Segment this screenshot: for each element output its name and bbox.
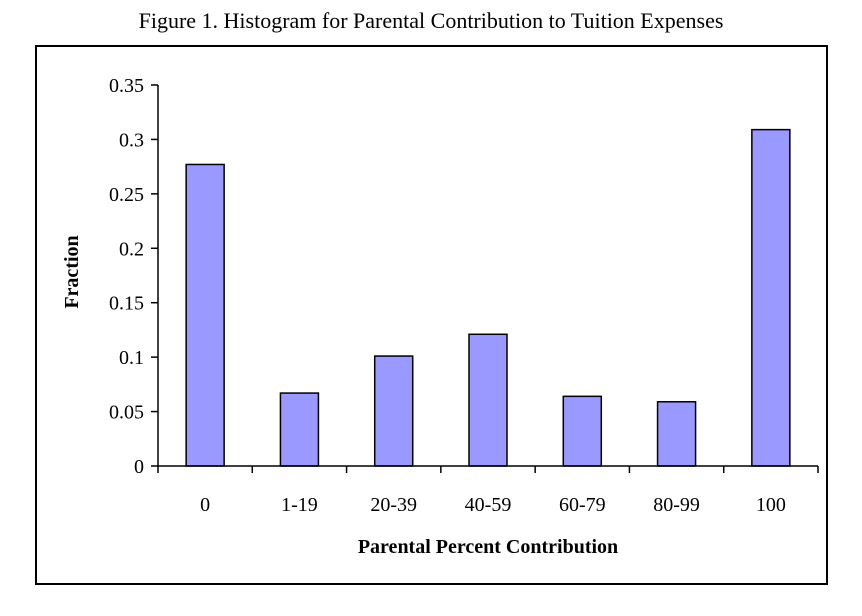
chart-frame (35, 45, 828, 585)
axes-group: 0 0.05 0.1 0.15 0.2 0.25 0.3 0.35 0 1-19 20-39 40-5… (109, 75, 819, 516)
histogram-bar (373, 355, 414, 467)
figure-title: Figure 1. Histogram for Parental Contrib… (138, 8, 724, 33)
y-tick-label: 0.1 (119, 347, 144, 369)
y-axis-title: Fraction (61, 235, 83, 308)
y-tick-label: 0 (134, 456, 144, 478)
x-category-label: 80-99 (653, 494, 700, 516)
x-axis-title: Parental Percent Contribution (358, 536, 618, 558)
x-category-label: 0 (200, 494, 210, 516)
y-tick-label: 0.05 (109, 402, 144, 424)
y-tick-label: 0.2 (119, 238, 144, 260)
histogram-bar (185, 163, 225, 467)
y-tick-label: 0.35 (109, 75, 144, 97)
x-category-label: 100 (756, 494, 786, 516)
x-category-label: 1-19 (281, 494, 318, 516)
histogram-bar (656, 401, 697, 467)
histogram-bar (468, 333, 508, 467)
y-tick-label: 0.3 (119, 129, 144, 151)
histogram-bar (562, 395, 603, 467)
y-tick-label: 0.25 (109, 184, 144, 206)
x-category-label: 20-39 (370, 494, 417, 516)
bars-group (185, 128, 791, 467)
histogram-bar (279, 392, 320, 467)
histogram-bar (751, 128, 791, 467)
x-category-label: 40-59 (465, 494, 512, 516)
y-tick-label: 0.15 (109, 293, 144, 315)
x-category-label: 60-79 (559, 494, 606, 516)
